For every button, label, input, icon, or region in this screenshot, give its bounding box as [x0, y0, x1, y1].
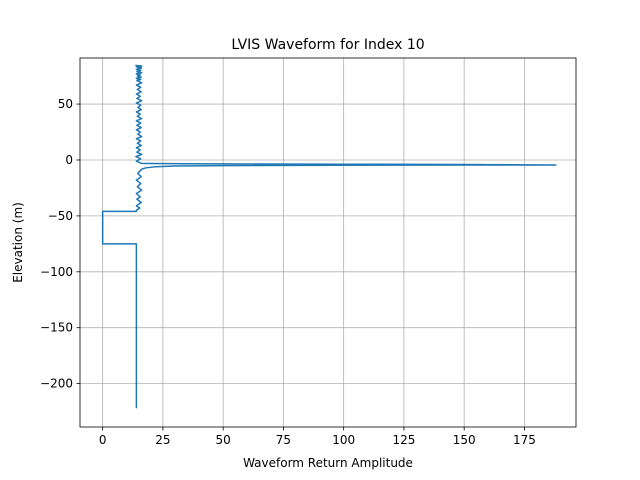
x-tick-label: 0 — [99, 433, 107, 447]
series-line-0 — [101, 64, 557, 409]
x-tick-label: 100 — [332, 433, 355, 447]
x-tick-label: 175 — [513, 433, 536, 447]
y-axis-label: Elevation (m) — [11, 202, 25, 283]
x-tick-label: 150 — [453, 433, 476, 447]
x-axis-label: Waveform Return Amplitude — [243, 456, 413, 470]
series-layer — [101, 64, 557, 409]
y-tick-label: 50 — [58, 97, 73, 111]
plot-frame — [79, 57, 577, 428]
y-tick-label: −150 — [40, 321, 73, 335]
x-tick-label: 75 — [276, 433, 291, 447]
chart-title: LVIS Waveform for Index 10 — [231, 37, 424, 53]
y-tick-label: −50 — [48, 209, 73, 223]
y-tick-label: 0 — [65, 153, 73, 167]
y-tick-label: −200 — [40, 377, 73, 391]
ticks: 0 25 50 75 100 125 150 175 −200 −150 −100 −50 0 50 — [40, 97, 536, 447]
grid — [80, 58, 576, 427]
x-tick-label: 125 — [392, 433, 415, 447]
x-tick-label: 25 — [155, 433, 170, 447]
x-tick-label: 50 — [216, 433, 231, 447]
y-tick-label: −100 — [40, 265, 73, 279]
